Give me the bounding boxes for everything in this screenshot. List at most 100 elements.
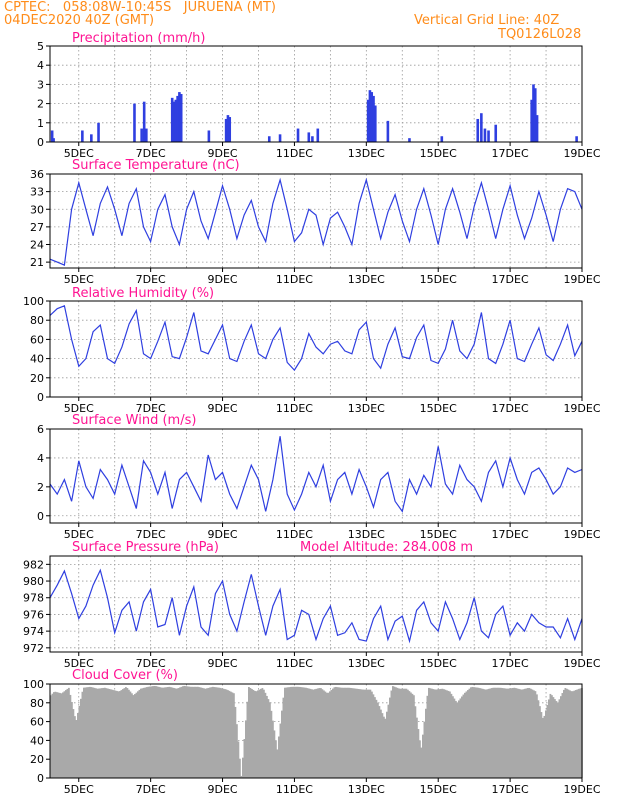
cloud-bar [83,687,85,778]
precip-bar [307,132,311,142]
cloud-bar [93,687,96,778]
cloud-bar [555,701,558,778]
cloud-bar [162,687,165,778]
cloud-bar [402,688,405,778]
y-tick-label: 33 [30,186,44,199]
y-tick-label: 3 [37,78,44,91]
x-tick-label: 17DEC [492,783,529,796]
cloud-bar [324,691,327,778]
cloud-bar [470,687,472,778]
cloud-bar [533,690,535,778]
cloud-bar [465,691,468,778]
y-tick-label: 0 [37,136,44,149]
cloud-bar [449,691,451,778]
cloud-bar [369,689,372,778]
cloud-bar [302,687,304,778]
model-altitude-label: Model Altitude: 284.008 m [300,540,473,555]
cloud-bar [335,686,337,778]
cloud-bar [503,688,505,778]
cloud-bar [294,686,297,778]
x-tick-label: 13DEC [348,147,385,160]
cloud-bar [422,734,424,778]
precip-bar [386,120,390,142]
cloud-bar [554,699,556,778]
cloud-bar [575,690,577,778]
y-tick-label: 4 [37,452,44,465]
cloud-bar [327,692,330,778]
header-date: 04DEC2020 40Z (GMT) [4,13,155,28]
cloud-bar [266,695,268,778]
cloud-bar [494,687,496,778]
cloud-bar [366,689,369,778]
cloud-bar [473,687,475,778]
cloud-bar [275,740,277,778]
cloud-bar [278,736,280,778]
cloud-bar [525,688,528,778]
precip-bar [316,128,320,142]
cloud-bar [102,687,105,778]
cloud-bar [558,699,561,778]
cloud-bar [387,704,390,778]
cloud-bar [260,688,262,778]
cloud-bar [534,691,537,778]
cloud-bar [188,686,190,778]
y-tick-label: 4 [37,59,44,72]
cloud-bar [164,687,166,778]
cloud-bar [182,686,184,778]
precip-bar [224,118,228,142]
cloud-bar [350,687,352,778]
cloud-bar [329,691,331,778]
cloud-bar [128,689,130,778]
cloud-bar [173,687,175,778]
cloud-bar [420,747,423,778]
cloud-bar [425,708,427,778]
x-tick-label: 5DEC [64,273,94,286]
cloud-bar [342,687,345,778]
cloud-bar [359,689,361,778]
cloud-bar [116,690,118,778]
precip-bar [487,130,490,142]
cloud-bar [198,687,201,778]
cloud-bar [84,687,87,778]
cloud-bar [399,688,402,778]
x-tick-label: 17DEC [492,528,529,541]
y-tick-label: 0 [37,510,44,523]
cloud-bar [138,689,141,778]
cloud-bar [317,688,319,778]
cloud-bar [74,716,76,778]
cloud-bar [216,687,219,778]
x-tick-label: 17DEC [492,273,529,286]
cloud-bar [450,693,453,778]
x-tick-label: 9DEC [207,402,237,415]
x-tick-label: 17DEC [492,147,529,160]
cloud-bar [528,687,531,778]
cloud-bar [447,690,450,778]
precip-bar [174,99,178,142]
cloud-bar [96,688,99,778]
cloud-bar [108,688,111,778]
y-tick-label: 982 [23,558,44,571]
cloud-bar [57,692,60,778]
cloud-bar [104,687,106,778]
x-tick-label: 9DEC [207,657,237,670]
cloud-bar [567,689,570,778]
y-tick-label: 2 [37,98,44,111]
y-tick-label: 60 [30,333,44,346]
cloud-bar [524,688,526,778]
header-model-id: TQ0126L028 [498,27,582,42]
cloud-bar [458,700,460,778]
precip-bar [494,124,498,142]
cloud-bar [513,687,516,778]
cloud-bar [155,686,157,778]
cloud-bar [209,687,211,778]
cloud-bar [113,690,115,778]
cloud-bar [537,700,540,778]
cloud-bar [206,688,208,778]
x-tick-label: 5DEC [64,657,94,670]
cloud-bar [375,699,378,778]
cloud-bar [288,687,291,778]
cloud-bar [201,687,204,778]
x-tick-label: 19DEC [563,528,600,541]
precip-bar [372,95,375,142]
cloud-bar [512,687,514,778]
